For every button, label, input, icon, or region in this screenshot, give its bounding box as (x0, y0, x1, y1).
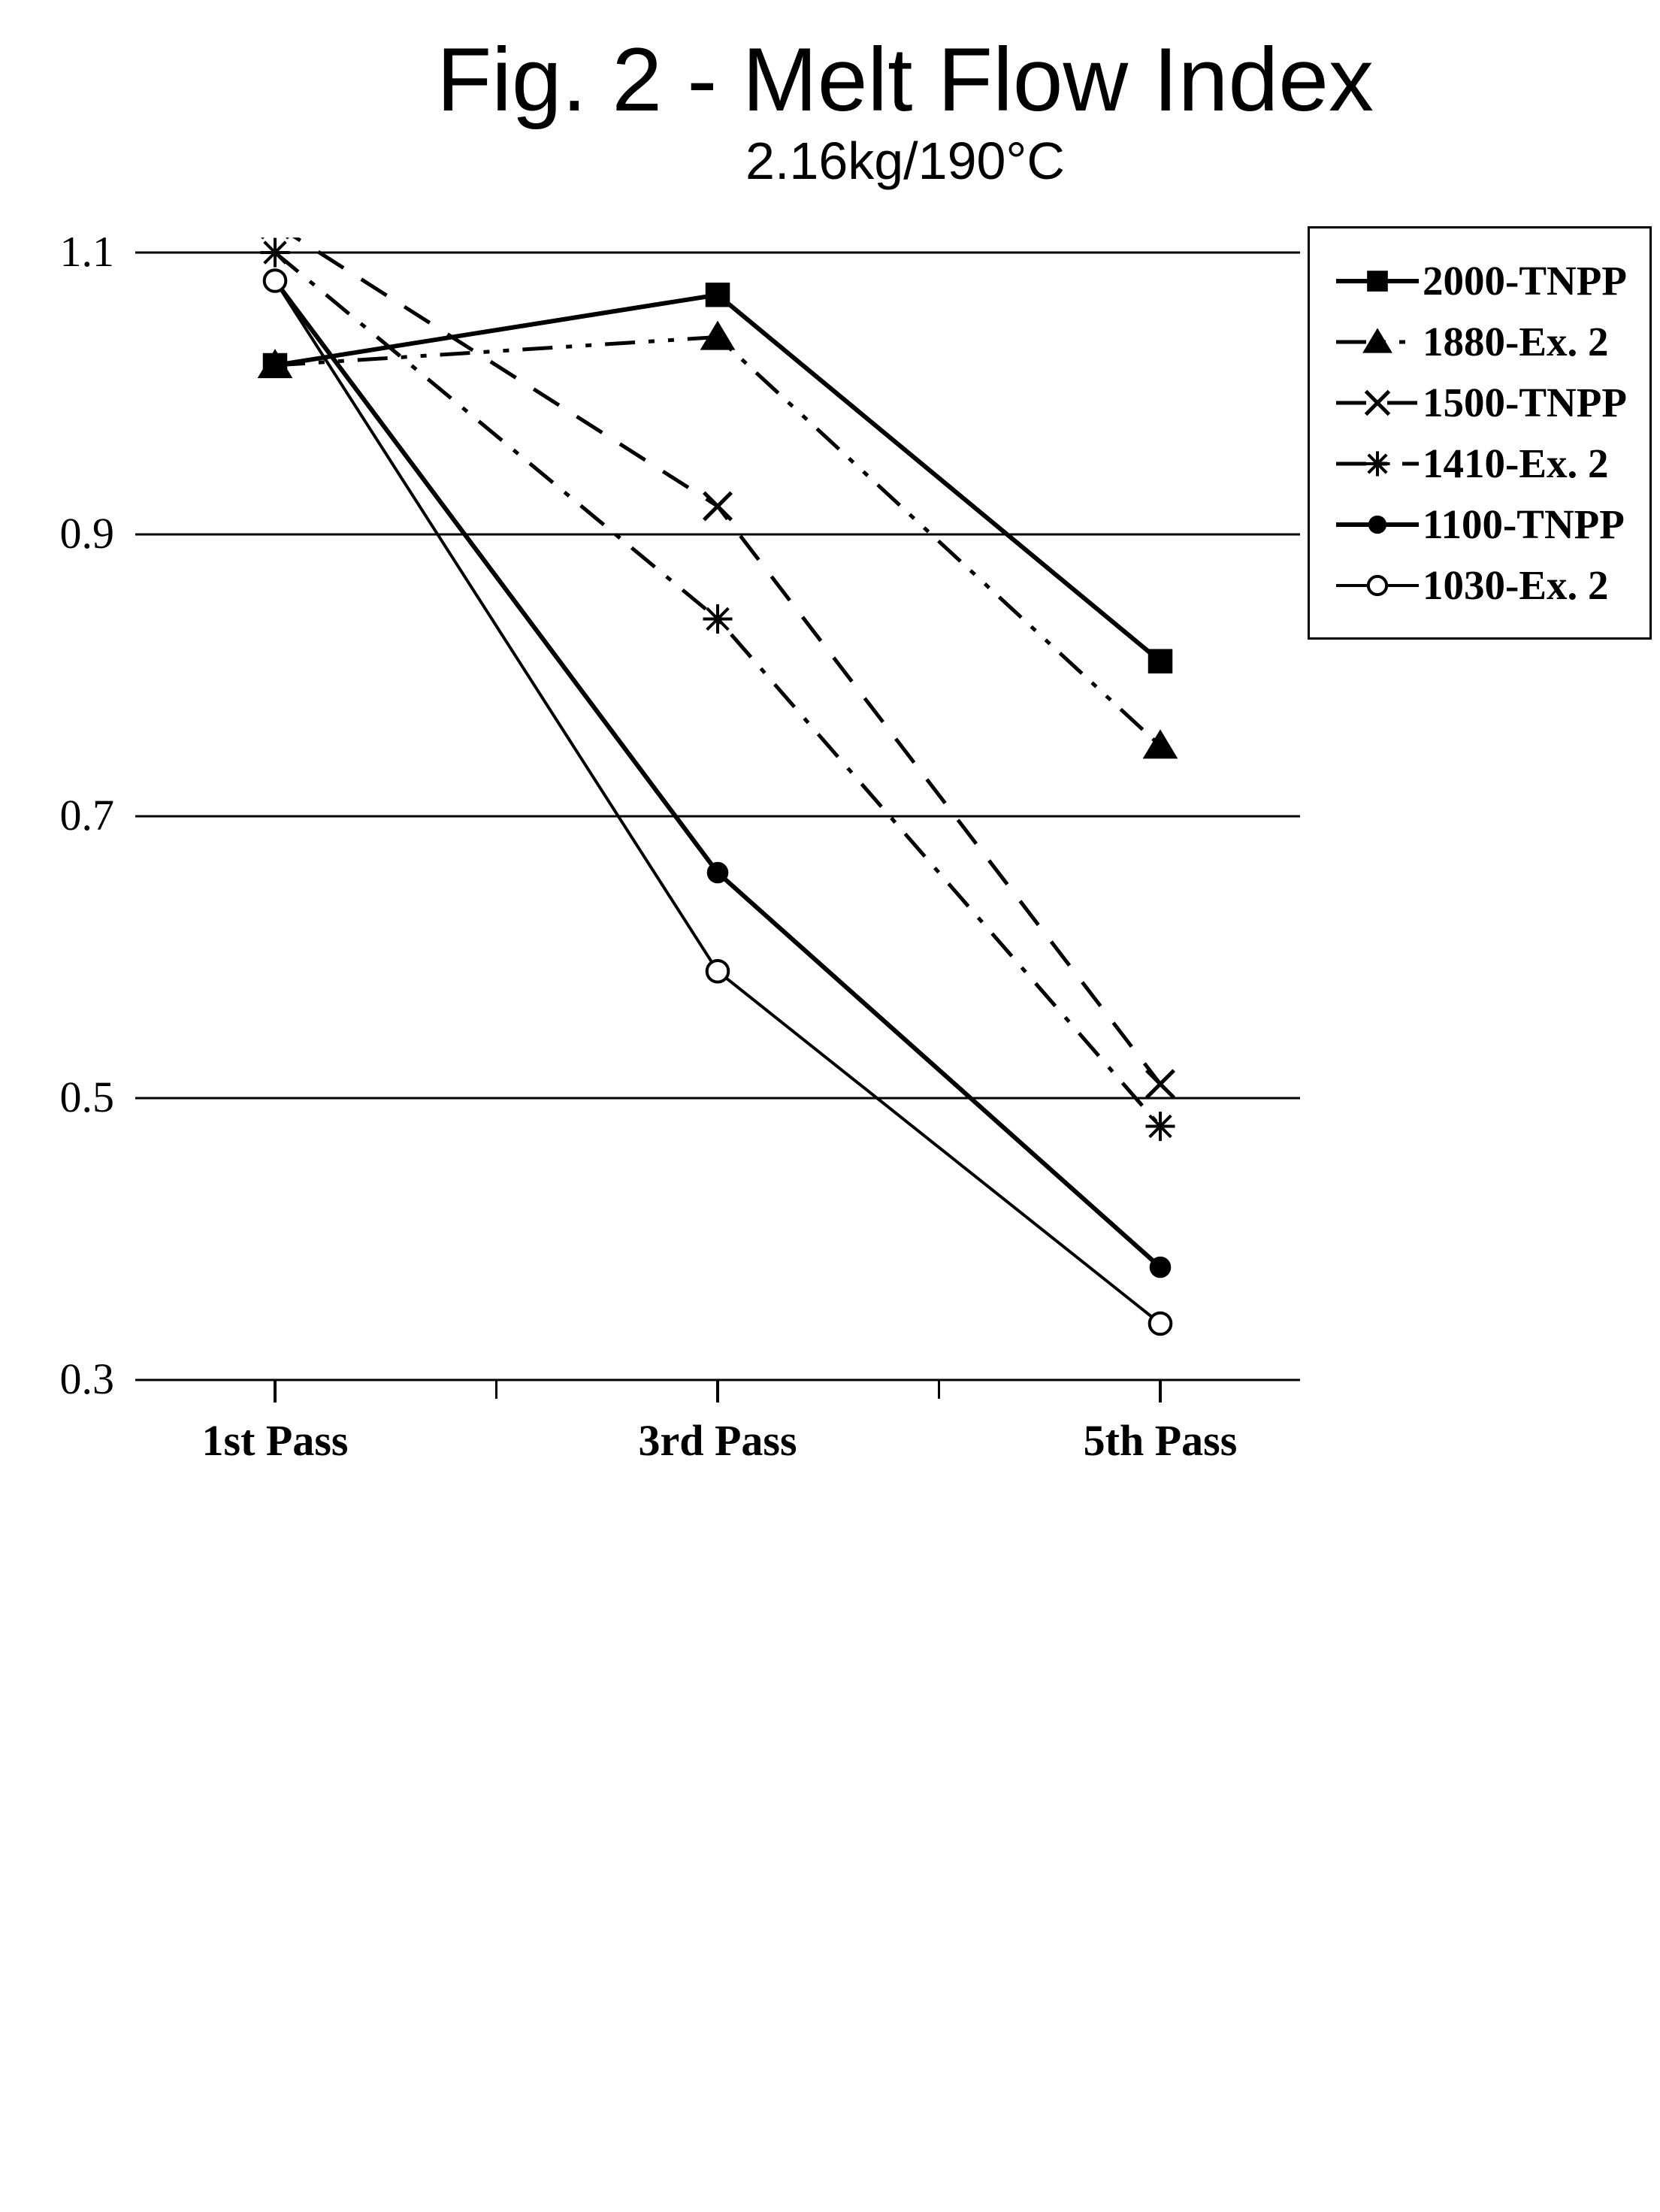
plot-svg: 0.3 0.5 0.7 0.9 1.1 1st Pass 3rd Pass 5th Pass (30, 238, 1315, 1500)
legend-item: 1500-TNPP (1332, 379, 1627, 426)
legend-item: 1030-Ex. 2 (1332, 561, 1627, 609)
chart-subtitle: 2.16kg/190°C (180, 129, 1630, 192)
svg-text:3rd Pass: 3rd Pass (638, 1416, 797, 1465)
legend-label: 1500-TNPP (1423, 379, 1627, 426)
plot-row: 0.30.50.70.91.11st Pass3rd Pass5th Pass … (30, 238, 1630, 1500)
svg-text:1st Pass: 1st Pass (202, 1416, 349, 1465)
legend-label: 1410-Ex. 2 (1423, 440, 1609, 487)
legend-label: 2000-TNPP (1423, 257, 1627, 304)
svg-text:1.1: 1.1 (60, 238, 115, 276)
svg-text:0.7: 0.7 (60, 791, 115, 840)
legend-item: 1880-Ex. 2 (1332, 318, 1627, 365)
legend-item: 1410-Ex. 2 (1332, 440, 1627, 487)
legend-label: 1880-Ex. 2 (1423, 318, 1609, 365)
chart-title: Fig. 2 - Melt Flow Index (180, 30, 1630, 129)
chart-container: Fig. 2 - Melt Flow Index 2.16kg/190°C 0.… (30, 30, 1630, 1500)
legend-label: 1030-Ex. 2 (1423, 561, 1609, 609)
svg-text:5th Pass: 5th Pass (1084, 1416, 1238, 1465)
title-block: Fig. 2 - Melt Flow Index 2.16kg/190°C (180, 30, 1630, 192)
svg-text:0.9: 0.9 (60, 509, 115, 558)
plot-area: 0.3 0.5 0.7 0.9 1.1 1st Pass 3rd Pass 5th Pass (30, 238, 1315, 1500)
legend-item: 1100-TNPP (1332, 501, 1627, 548)
svg-text:0.3: 0.3 (60, 1354, 115, 1403)
legend: 2000-TNPP 1880-Ex. 2 1500-TNPP 1410-Ex. 2 11… (1308, 226, 1652, 640)
legend-item: 2000-TNPP (1332, 257, 1627, 304)
legend-label: 1100-TNPP (1423, 501, 1625, 548)
svg-text:0.5: 0.5 (60, 1073, 115, 1121)
